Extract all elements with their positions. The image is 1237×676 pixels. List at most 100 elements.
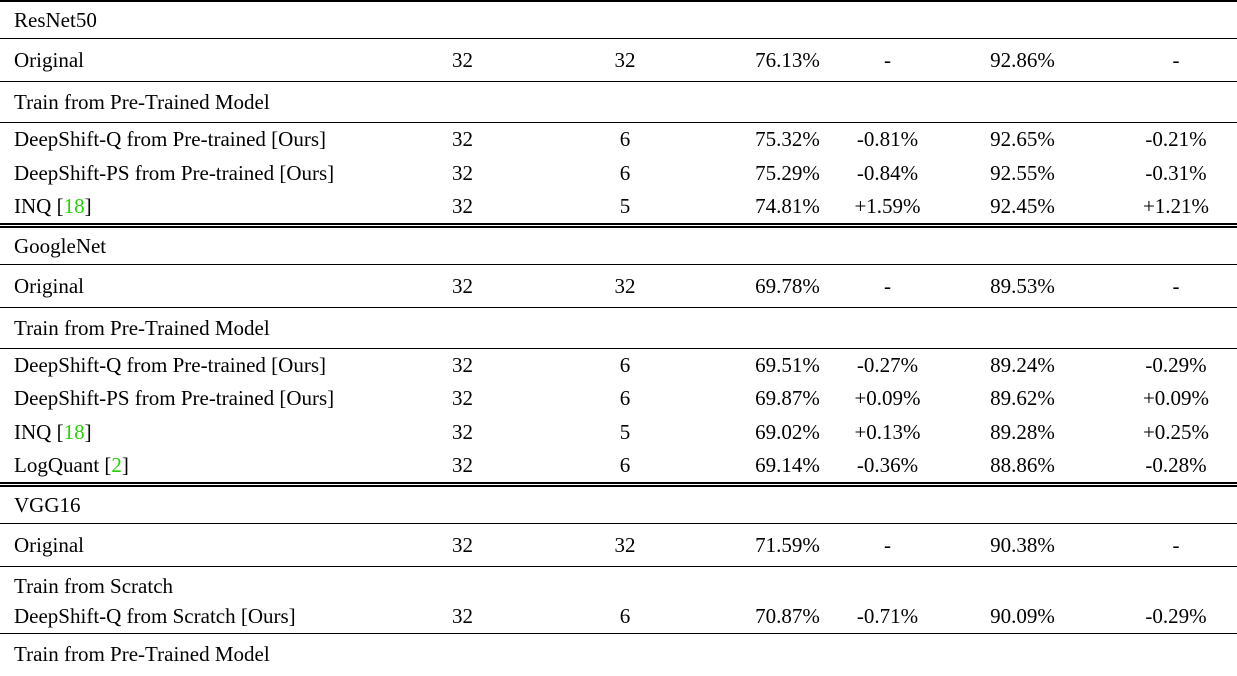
value-cell-col2: 32 xyxy=(452,160,473,185)
value-cell-col6: 90.09% xyxy=(930,600,1115,635)
value-cell-col6: 88.86% xyxy=(930,448,1115,487)
value-cell-col2: 32 xyxy=(405,38,520,83)
method-cell: INQ [18] xyxy=(14,419,92,444)
method-cell: Original xyxy=(0,523,405,568)
value-cell-col5: -0.81% xyxy=(856,127,919,152)
value-cell-col5: -0.27% xyxy=(856,353,919,378)
value-cell-col7: +0.09% xyxy=(1142,386,1210,411)
value-cell-col7: -0.28% xyxy=(1115,448,1237,487)
value-cell-col5: +1.59% xyxy=(845,189,930,228)
table-row: Original 32 32 71.59% -90.38% - xyxy=(0,523,1237,568)
method-cell: DeepShift-PS from Pre-trained [Ours] xyxy=(14,386,335,411)
table-row: INQ [18] 32 5 69.02% +0.13% 89.28% +0.25% xyxy=(0,416,1237,449)
value-cell-col4: 75.32% xyxy=(755,127,820,152)
value-cell-col6: 92.86% xyxy=(930,38,1115,83)
method-cell: LogQuant [2] xyxy=(0,448,405,487)
value-cell-col7: -0.31% xyxy=(1145,160,1207,185)
value-cell-col2: 32 xyxy=(405,523,520,568)
value-cell-col4: 69.87% xyxy=(755,386,820,411)
value-cell-col4: 71.59% xyxy=(730,523,845,568)
table-row: Original 32 32 69.78% -89.53% - xyxy=(0,264,1237,309)
value-cell-col3: 32 xyxy=(520,38,730,83)
table-row: Original 32 32 76.13% -92.86% - xyxy=(0,38,1237,83)
group-label-row: Train from Pre-Trained Model xyxy=(0,307,1237,350)
value-cell-col7: -0.21% xyxy=(1145,127,1207,152)
section-label-row: ResNet50 xyxy=(0,1,1237,40)
group-label-row: Train from Pre-Trained Model xyxy=(0,634,1237,675)
value-cell-col3: 6 xyxy=(619,127,631,152)
table-row: DeepShift-Q from Scratch [Ours] 32 6 70.87%… xyxy=(0,600,1237,635)
value-cell-col5: - xyxy=(845,38,930,83)
table-row: DeepShift-Q from Pre-trained [Ours] 32 6 69… xyxy=(0,349,1237,383)
value-cell-col2: 32 xyxy=(452,386,473,411)
group-label: Train from Pre-Trained Model xyxy=(0,307,1237,350)
value-cell-col2: 32 xyxy=(452,353,473,378)
table-row: INQ [18] 32 5 74.81% +1.59% 92.45% +1.21% xyxy=(0,189,1237,228)
value-cell-col6: 89.53% xyxy=(930,264,1115,309)
section-label-row: GoogleNet xyxy=(0,225,1237,265)
group-label: Train from Pre-Trained Model xyxy=(0,81,1237,124)
value-cell-col5: - xyxy=(845,523,930,568)
value-cell-col7: -0.29% xyxy=(1115,600,1237,635)
section-label-row: VGG16 xyxy=(0,484,1237,524)
value-cell-col3: 32 xyxy=(520,264,730,309)
value-cell-col5: -0.84% xyxy=(856,160,919,185)
value-cell-col4: 69.78% xyxy=(730,264,845,309)
method-cell: DeepShift-Q from Scratch [Ours] xyxy=(0,600,405,635)
value-cell-col4: 69.14% xyxy=(730,448,845,487)
section-title: GoogleNet xyxy=(0,225,1237,265)
value-cell-col3: 32 xyxy=(520,523,730,568)
value-cell-col6: 89.62% xyxy=(990,386,1055,411)
table-row: DeepShift-PS from Pre-trained [Ours] 32 6 7… xyxy=(0,157,1237,190)
value-cell-col6: 89.28% xyxy=(990,419,1055,444)
method-cell: DeepShift-Q from Pre-trained [Ours] xyxy=(14,353,326,378)
method-cell: Original xyxy=(0,38,405,83)
value-cell-col2: 32 xyxy=(405,600,520,635)
group-label: Train from Scratch xyxy=(14,574,174,599)
citation-ref[interactable]: 2 xyxy=(111,452,122,477)
value-cell-col5: +0.09% xyxy=(854,386,921,411)
value-cell-col2: 32 xyxy=(405,264,520,309)
value-cell-col6: 89.24% xyxy=(990,353,1055,378)
value-cell-col3: 5 xyxy=(520,189,730,228)
value-cell-col4: 76.13% xyxy=(730,38,845,83)
value-cell-col3: 6 xyxy=(520,448,730,487)
value-cell-col7: -0.29% xyxy=(1145,353,1207,378)
value-cell-col6: 90.38% xyxy=(930,523,1115,568)
value-cell-col2: 32 xyxy=(452,419,473,444)
value-cell-col6: 92.55% xyxy=(990,160,1055,185)
value-cell-col3: 6 xyxy=(619,160,631,185)
value-cell-col5: - xyxy=(845,264,930,309)
value-cell-col4: 69.02% xyxy=(755,419,820,444)
value-cell-col5: -0.36% xyxy=(845,448,930,487)
table-row: DeepShift-PS from Pre-trained [Ours] 32 6 6… xyxy=(0,382,1237,415)
value-cell-col2: 32 xyxy=(405,189,520,228)
value-cell-col6: 92.65% xyxy=(990,127,1055,152)
method-cell: DeepShift-PS from Pre-trained [Ours] xyxy=(14,160,335,185)
citation-ref[interactable]: 18 xyxy=(63,419,85,444)
value-cell-col5: +0.13% xyxy=(854,419,921,444)
value-cell-col3: 6 xyxy=(619,386,631,411)
table-row: DeepShift-Q from Pre-trained [Ours] 32 6 75… xyxy=(0,123,1237,157)
value-cell-col5: -0.71% xyxy=(845,600,930,635)
method-cell: DeepShift-Q from Pre-trained [Ours] xyxy=(14,127,326,152)
value-cell-col6: 92.45% xyxy=(930,189,1115,228)
value-cell-col4: 70.87% xyxy=(730,600,845,635)
group-label-row: Train from Scratch xyxy=(0,567,1237,601)
method-cell: Original xyxy=(0,264,405,309)
section-title: VGG16 xyxy=(0,484,1237,524)
citation-ref[interactable]: 18 xyxy=(63,193,85,218)
value-cell-col3: 5 xyxy=(619,419,631,444)
value-cell-col7: - xyxy=(1115,523,1237,568)
value-cell-col2: 32 xyxy=(405,448,520,487)
section-title: ResNet50 xyxy=(0,1,1237,40)
value-cell-col7: - xyxy=(1115,38,1237,83)
value-cell-col4: 74.81% xyxy=(730,189,845,228)
value-cell-col4: 75.29% xyxy=(755,160,820,185)
table-row: LogQuant [2] 32 6 69.14% -0.36% 88.86% -0.28% xyxy=(0,448,1237,487)
value-cell-col4: 69.51% xyxy=(755,353,820,378)
value-cell-col7: +1.21% xyxy=(1115,189,1237,228)
method-cell: INQ [18] xyxy=(0,189,405,228)
